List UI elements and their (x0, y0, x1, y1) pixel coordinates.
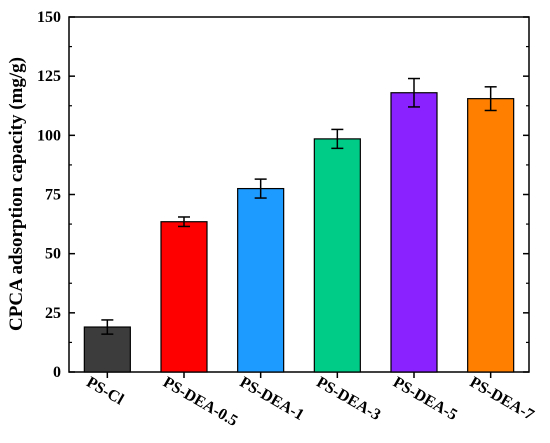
y-axis: 0 25 50 75 100 125 150 (37, 9, 529, 381)
x-tick-label: PS-DEA-1 (237, 374, 307, 424)
y-axis-title: CPCA adsorption capacity (mg/g) (6, 57, 27, 331)
x-tick-label: PS-DEA-5 (390, 374, 460, 424)
x-axis: PS-Cl PS-DEA-0.5PS-DEA-1 PS-DEA-3 PS-DEA-5 P… (83, 372, 537, 430)
bar (237, 187, 285, 373)
x-tick-label: PS-DEA-7 (467, 374, 537, 424)
y-tick-label: 50 (45, 246, 61, 263)
x-tick-label: PS-Cl (83, 374, 127, 409)
plot-frame (68, 16, 530, 373)
y-tick-label: 25 (45, 305, 61, 322)
bar (313, 138, 361, 373)
y-tick-label: 100 (37, 127, 61, 144)
x-tick-label: PS-DEA-0.5 (160, 374, 240, 430)
y-tick-label: 125 (37, 68, 61, 85)
y-tick-label: 0 (53, 364, 61, 381)
y-tick-label: 75 (45, 187, 61, 204)
bar (160, 221, 208, 373)
y-tick-label: 150 (37, 9, 61, 26)
bar (390, 92, 438, 373)
bar (467, 98, 515, 373)
x-tick-label: PS-DEA-3 (313, 374, 383, 424)
bars-group (83, 77, 515, 373)
